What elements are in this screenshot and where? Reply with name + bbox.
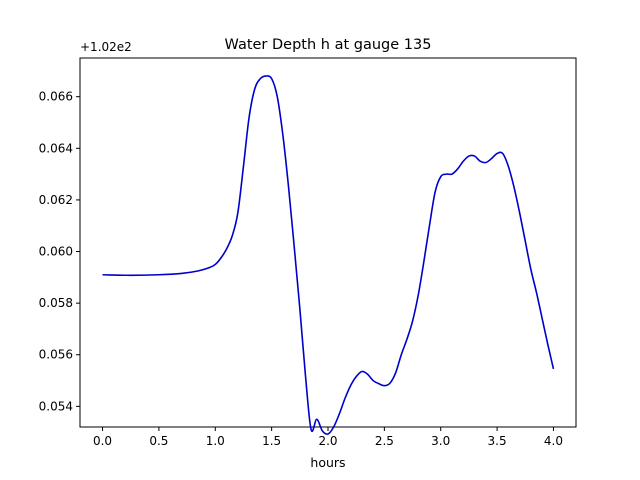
x-tick-label: 2.0 bbox=[318, 434, 337, 448]
axes-frame bbox=[79, 57, 577, 428]
y-tick-label: 0.060 bbox=[39, 245, 73, 259]
y-tick-label: 0.054 bbox=[39, 399, 73, 413]
chart-title: Water Depth h at gauge 135 bbox=[225, 37, 432, 53]
x-tick-label: 2.5 bbox=[375, 434, 394, 448]
x-tick-label: 4.0 bbox=[544, 434, 563, 448]
plot-area: 0.0 0.5 1.0 1.5 2.0 2.5 3.0 3.5 4.0 0.054 0.056 0.0… bbox=[39, 57, 577, 448]
y-axis-offset-label: +1.02e2 bbox=[80, 40, 132, 54]
series-line bbox=[102, 75, 555, 435]
x-tick-label: 3.0 bbox=[431, 434, 450, 448]
x-tick-label: 3.5 bbox=[488, 434, 507, 448]
x-axis-label: hours bbox=[310, 455, 345, 470]
x-tick-label: 1.0 bbox=[206, 434, 225, 448]
y-tick-label: 0.066 bbox=[39, 90, 73, 104]
y-tick-label: 0.056 bbox=[39, 348, 73, 362]
x-tick-label: 0.0 bbox=[93, 434, 112, 448]
x-tick-label: 0.5 bbox=[149, 434, 168, 448]
y-tick-label: 0.064 bbox=[39, 141, 73, 155]
y-tick-label: 0.062 bbox=[39, 193, 73, 207]
x-tick-label: 1.5 bbox=[262, 434, 281, 448]
y-tick-label: 0.058 bbox=[39, 296, 73, 310]
